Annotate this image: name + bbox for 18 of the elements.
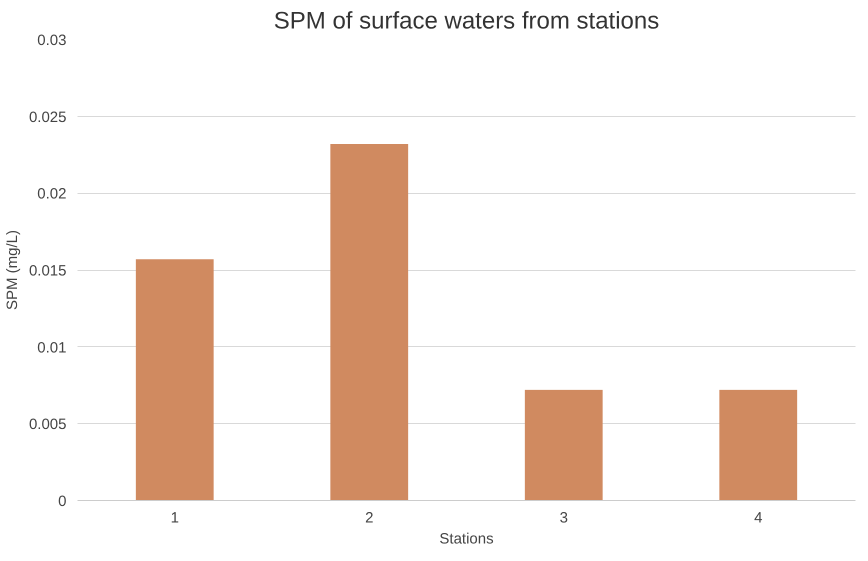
y-axis-title: SPM (mg/L) — [4, 230, 21, 310]
y-tick-label: 0.02 — [37, 186, 67, 203]
bar — [136, 259, 214, 500]
x-tick-label: 2 — [365, 510, 374, 526]
y-tick-label: 0.025 — [28, 108, 67, 126]
bar — [524, 390, 603, 500]
x-tick-label: 1 — [170, 510, 179, 526]
y-tick-label: 0.015 — [28, 262, 67, 280]
bar — [719, 390, 798, 500]
chart-title: SPM of surface waters from stations — [274, 8, 660, 34]
y-tick-label: 0.03 — [37, 32, 67, 49]
y-tick-label: 0.01 — [37, 339, 67, 356]
x-tick-label: 4 — [754, 510, 762, 526]
x-tick-label: 3 — [560, 510, 568, 526]
y-tick-label: 0 — [58, 493, 66, 510]
bar — [330, 144, 408, 500]
x-axis-title: Stations — [439, 530, 494, 548]
y-tick-label: 0.005 — [28, 416, 67, 434]
